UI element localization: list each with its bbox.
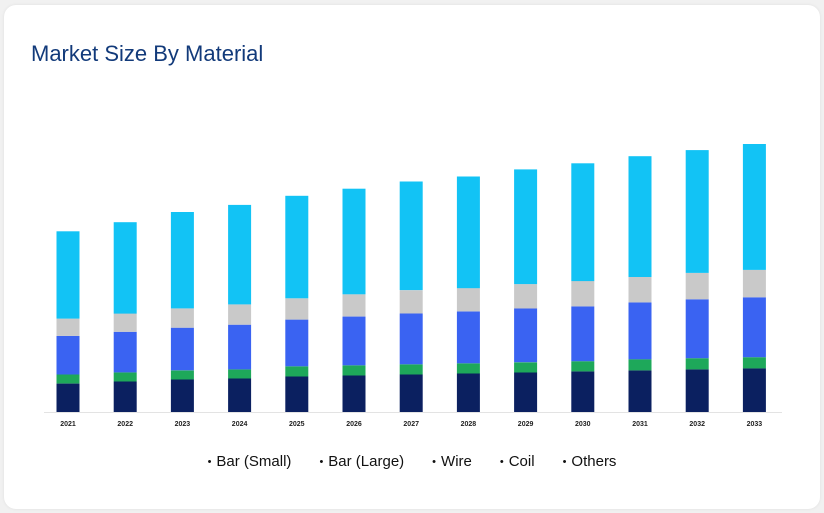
bar-segment-2027-3	[399, 290, 423, 314]
bar-segment-2028-0	[456, 373, 480, 412]
bar-segment-2025-0	[285, 376, 309, 412]
stacked-bar-chart: 2021 2022 2023 2024 2025 2026 2027 2028 2029 2030…	[44, 144, 782, 428]
x-tick-label: 2029	[518, 421, 534, 428]
bar-segment-2026-3	[342, 294, 366, 317]
bar-segment-2029-3	[514, 284, 538, 309]
bar-segment-2028-3	[456, 288, 480, 312]
legend-bullet-icon: •	[207, 455, 212, 468]
bar-segment-2023-0	[170, 379, 194, 412]
bar-segment-2033-0	[742, 368, 766, 412]
bar-segment-2021-1	[56, 374, 80, 384]
bar-segment-2029-2	[514, 308, 538, 363]
x-tick-label: 2025	[289, 421, 305, 428]
legend-item[interactable]: • Others	[563, 453, 617, 470]
bar-segment-2024-4	[228, 204, 252, 305]
bar-segment-2025-3	[285, 298, 309, 320]
x-tick-label: 2032	[689, 421, 705, 428]
bar-segment-2032-1	[685, 358, 709, 370]
legend-bullet-icon: •	[432, 455, 437, 468]
bar-segment-2030-1	[571, 361, 595, 372]
bar-segment-2022-3	[113, 313, 137, 332]
bar-segment-2031-3	[628, 277, 652, 303]
chart-title: Market Size By Material	[31, 41, 264, 66]
bar-segment-2023-3	[170, 308, 194, 328]
x-tick-label: 2030	[575, 421, 591, 428]
bar-segment-2032-3	[685, 272, 709, 300]
bar-segment-2028-4	[456, 176, 480, 289]
bar-segment-2021-2	[56, 335, 80, 375]
bar-segment-2021-4	[56, 231, 80, 319]
bar-segment-2026-4	[342, 188, 366, 295]
bar-segment-2021-3	[56, 318, 80, 336]
bar-segment-2030-0	[571, 371, 595, 412]
bar-segment-2033-1	[742, 357, 766, 369]
legend-label: Bar (Small)	[216, 453, 292, 470]
legend-item[interactable]: • Bar (Large)	[319, 453, 404, 470]
x-tick-label: 2027	[403, 421, 419, 428]
bar-segment-2024-3	[228, 304, 252, 325]
x-tick-label: 2026	[346, 421, 362, 428]
legend-label: Coil	[508, 453, 535, 470]
bar-segment-2021-0	[56, 383, 80, 412]
bar-segment-2031-2	[628, 302, 652, 360]
bar-segment-2023-2	[170, 327, 194, 371]
bar-segment-2023-1	[170, 370, 194, 380]
bar-segment-2031-4	[628, 156, 652, 277]
bar-segment-2027-0	[399, 374, 423, 412]
legend-bullet-icon: •	[499, 455, 504, 468]
bar-segment-2029-1	[514, 362, 538, 373]
legend-bullet-icon: •	[319, 455, 324, 468]
chart-card: Market Size By Material 2021 2022 2023 2024…	[4, 5, 820, 509]
bar-segment-2029-0	[514, 372, 538, 412]
legend-label: Wire	[441, 453, 472, 470]
bar-segment-2032-2	[685, 299, 709, 359]
x-tick-label: 2024	[232, 421, 248, 428]
bar-segment-2027-1	[399, 364, 423, 375]
legend-item[interactable]: • Wire	[432, 453, 472, 470]
bar-segment-2028-2	[456, 311, 480, 364]
bar-segment-2026-0	[342, 375, 366, 412]
bar-segment-2030-4	[571, 163, 595, 282]
bar-segment-2030-3	[571, 281, 595, 307]
bar-segment-2022-1	[113, 372, 137, 382]
bar-segment-2033-4	[742, 144, 766, 270]
bar-segment-2033-2	[742, 297, 766, 358]
x-tick-label: 2031	[632, 421, 648, 428]
legend-item[interactable]: • Bar (Small)	[208, 453, 292, 470]
bar-segment-2030-2	[571, 306, 595, 362]
bar-segment-2024-2	[228, 324, 252, 370]
bar-segment-2027-4	[399, 181, 423, 291]
x-tick-label: 2021	[60, 421, 76, 428]
bar-segment-2031-0	[628, 370, 652, 412]
bar-segment-2032-0	[685, 369, 709, 412]
x-tick-label: 2023	[175, 421, 191, 428]
bar-segment-2025-2	[285, 319, 309, 367]
bar-segment-2025-1	[285, 366, 309, 377]
bar-segment-2022-4	[113, 222, 137, 314]
bar-segment-2029-4	[514, 169, 538, 285]
bar-segment-2026-2	[342, 316, 366, 366]
bar-segment-2023-4	[170, 212, 194, 309]
x-tick-label: 2022	[117, 421, 133, 428]
bar-segment-2026-1	[342, 365, 366, 376]
bar-segment-2028-1	[456, 363, 480, 374]
bar-segment-2027-2	[399, 313, 423, 365]
bar-segment-2022-0	[113, 381, 137, 412]
chart-legend: • Bar (Small) • Bar (Large) • Wire • Coil • Other…	[4, 453, 820, 470]
bar-segment-2031-1	[628, 359, 652, 371]
x-tick-label: 2033	[747, 421, 763, 428]
legend-item[interactable]: • Coil	[500, 453, 535, 470]
bar-segment-2024-0	[228, 378, 252, 412]
bar-segment-2024-1	[228, 369, 252, 379]
bar-segment-2022-2	[113, 331, 137, 373]
bar-segment-2033-3	[742, 269, 766, 298]
bar-segment-2032-4	[685, 150, 709, 273]
bar-segment-2025-4	[285, 195, 309, 299]
legend-label: Bar (Large)	[328, 453, 405, 470]
legend-bullet-icon: •	[562, 455, 567, 468]
legend-label: Others	[571, 453, 617, 470]
x-tick-label: 2028	[461, 421, 477, 428]
